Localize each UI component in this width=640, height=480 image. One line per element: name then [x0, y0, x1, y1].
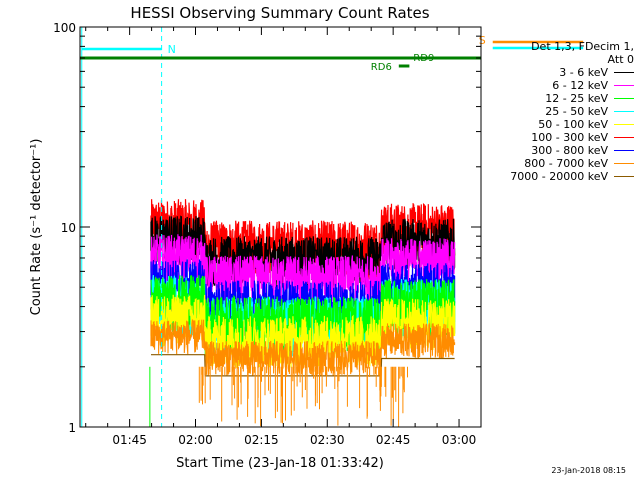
x-tick-label-0: 01:45 — [112, 433, 147, 447]
legend-label: 6 - 12 keV — [552, 79, 608, 92]
y-tick-label-1: 10 — [61, 221, 76, 235]
legend-swatch — [614, 137, 634, 138]
legend-swatch — [614, 176, 634, 177]
legend-entry: 100 - 300 keV — [488, 131, 634, 144]
legend-entry: 300 - 800 keV — [488, 144, 634, 157]
legend-swatch — [614, 163, 634, 164]
legend-label: 300 - 800 keV — [531, 144, 608, 157]
legend-entry: 800 - 7000 keV — [488, 157, 634, 170]
legend-label: 800 - 7000 keV — [524, 157, 608, 170]
legend-header-line-2: Att 0 — [607, 53, 634, 66]
legend-swatch — [614, 72, 634, 73]
y-tick-label-0: 1 — [68, 421, 76, 435]
legend-swatch — [614, 150, 634, 151]
timestamp: 23-Jan-2018 08:15 — [551, 466, 626, 475]
annotation-rd9: RD9 — [413, 53, 434, 64]
legend-entry: 12 - 25 keV — [488, 92, 634, 105]
legend-label: 100 - 300 keV — [531, 131, 608, 144]
series-dropouts — [198, 366, 408, 427]
legend-swatch — [614, 111, 634, 112]
annotation-s: S — [479, 34, 486, 47]
x-tick-label-1: 02:00 — [178, 433, 213, 447]
x-tick-label-2: 02:15 — [244, 433, 279, 447]
legend-entry: 50 - 100 keV — [488, 118, 634, 131]
legend-entry: 25 - 50 keV — [488, 105, 634, 118]
legend: Det 1,3, FDecim 1, Att 0 3 - 6 keV 6 - 12… — [488, 40, 634, 183]
legend-entry: 6 - 12 keV — [488, 79, 634, 92]
legend-label: 25 - 50 keV — [545, 105, 608, 118]
series-800-7000kev — [150, 319, 456, 377]
x-tick-label-5: 03:00 — [442, 433, 477, 447]
legend-label: 7000 - 20000 keV — [510, 170, 608, 183]
x-tick-label-4: 02:45 — [376, 433, 411, 447]
series-3-6kev — [150, 215, 456, 289]
legend-label: 12 - 25 keV — [545, 92, 608, 105]
legend-swatch — [614, 85, 634, 86]
legend-label: 50 - 100 keV — [538, 118, 608, 131]
legend-header-line-1: Det 1,3, FDecim 1, — [531, 40, 634, 53]
x-axis-label: Start Time (23-Jan-18 01:33:42) — [176, 456, 384, 471]
y-tick-label-2: 100 — [53, 21, 76, 35]
legend-entry: 7000 - 20000 keV — [488, 170, 634, 183]
y-axis-label: Count Rate (s⁻¹ detector⁻¹) — [29, 139, 44, 316]
annotation-n: N — [168, 43, 176, 56]
legend-label: 3 - 6 keV — [559, 66, 608, 79]
chart-title: HESSI Observing Summary Count Rates — [130, 4, 429, 22]
legend-swatch — [614, 124, 634, 125]
annotation-rd6: RD6 — [371, 62, 392, 73]
legend-entry: 3 - 6 keV — [488, 66, 634, 79]
x-tick-label-3: 02:30 — [310, 433, 345, 447]
series-50-100kev — [150, 294, 456, 368]
legend-swatch — [614, 98, 634, 99]
